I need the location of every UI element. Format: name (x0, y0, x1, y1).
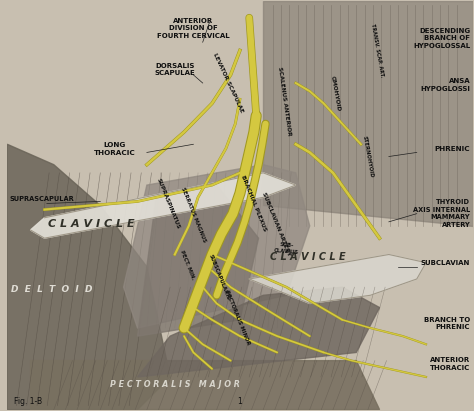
Text: SUBCLAVIAN ARTERY: SUBCLAVIAN ARTERY (261, 191, 292, 256)
Polygon shape (137, 185, 258, 336)
Polygon shape (249, 254, 426, 303)
Polygon shape (263, 1, 473, 226)
Text: D  E  L  T  O  I  D: D E L T O I D (11, 285, 92, 294)
Text: C L A V I C L E: C L A V I C L E (48, 219, 134, 229)
Text: TRANSV. SCAP. ART.: TRANSV. SCAP. ART. (370, 23, 384, 78)
Polygon shape (137, 287, 380, 377)
Polygon shape (7, 144, 170, 410)
Text: DORSALIS
SCAPULAE: DORSALIS SCAPULAE (155, 62, 195, 76)
Text: SUPRASCAPULAR: SUPRASCAPULAR (9, 196, 74, 202)
Text: ANSA
HYPOGLOSSI: ANSA HYPOGLOSSI (420, 78, 470, 92)
Text: SUB-
CLAVIUS: SUB- CLAVIUS (273, 242, 300, 255)
Text: 1: 1 (237, 397, 242, 406)
Text: BRANCH TO
PHRENIC: BRANCH TO PHRENIC (424, 316, 470, 330)
Text: LONG
THORACIC: LONG THORACIC (93, 142, 135, 156)
Polygon shape (124, 165, 310, 328)
Text: P E C T O R A L I S   M A J O R: P E C T O R A L I S M A J O R (110, 380, 240, 389)
Text: Fig. 1-B: Fig. 1-B (14, 397, 42, 406)
Polygon shape (30, 360, 380, 410)
Text: THYROID
AXIS INTERNAL
MAMMARY
ARTERY: THYROID AXIS INTERNAL MAMMARY ARTERY (413, 199, 470, 228)
Text: PHRENIC: PHRENIC (435, 146, 470, 152)
Text: SUBCLAVIAN: SUBCLAVIAN (421, 261, 470, 266)
Text: SUBSCAPULARIS: SUBSCAPULARIS (208, 253, 230, 301)
Text: LEVATOR SCAPULAE: LEVATOR SCAPULAE (212, 53, 244, 113)
Text: BRACHIAL PLEXUS: BRACHIAL PLEXUS (240, 175, 267, 232)
Text: STERNOHYOID: STERNOHYOID (362, 135, 374, 178)
Text: DESCENDING
BRANCH OF
HYPOGLOSSAL: DESCENDING BRANCH OF HYPOGLOSSAL (413, 28, 470, 49)
Text: ANTERIOR
DIVISION OF
FOURTH CERVICAL: ANTERIOR DIVISION OF FOURTH CERVICAL (157, 18, 230, 39)
Text: OMOHYOID: OMOHYOID (330, 75, 341, 111)
Polygon shape (30, 173, 296, 238)
Text: PECTORALIS MINOR: PECTORALIS MINOR (224, 290, 251, 346)
Text: SUPRASPINATUS: SUPRASPINATUS (155, 177, 180, 230)
Text: SERRATUS MAGNUS: SERRATUS MAGNUS (180, 186, 207, 243)
Text: SCALENUS ANTERIOR: SCALENUS ANTERIOR (277, 67, 292, 136)
Text: ANTERIOR
THORACIC: ANTERIOR THORACIC (430, 357, 470, 371)
Text: C L A V I C L E: C L A V I C L E (270, 252, 345, 261)
Text: PECT. MIN.: PECT. MIN. (180, 249, 196, 280)
